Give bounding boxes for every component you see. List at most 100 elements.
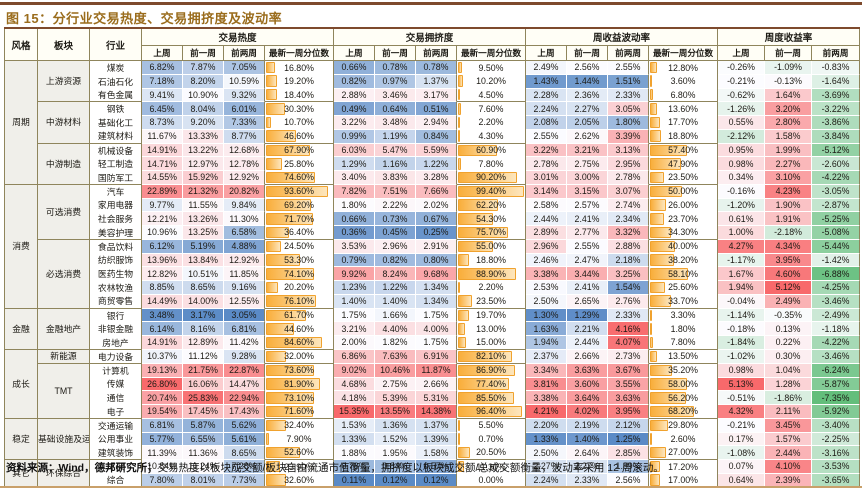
cell-vol: 1.80% <box>607 115 650 130</box>
cell-return: -1.20% <box>717 198 766 213</box>
cell-crowd: 3.48% <box>374 115 417 130</box>
percentile-bar <box>458 405 522 417</box>
cell-heat-percentile: 74.10% <box>264 266 335 281</box>
cell-crowd: 3.40% <box>333 170 376 185</box>
table-row: 其它 环保综合 环保 10.84% 11.24% 7.28% 23.90% 0.78% 0.84… <box>4 459 861 487</box>
cell-crowd-percentile: 99.40% <box>456 183 527 198</box>
percentile-bar <box>266 336 322 348</box>
cell-style: 金融 <box>4 307 38 350</box>
cell-industry: 家用电器 <box>89 198 142 212</box>
cell-industry: 国防军工 <box>89 170 142 185</box>
cell-industry: 公用事业 <box>89 432 142 446</box>
cell-heat: 12.92% <box>223 170 265 185</box>
percentile-bar <box>458 336 467 348</box>
percentile-bar <box>458 171 518 183</box>
table-row: 建筑装饰 11.39% 11.36% 8.65% 52.60% 1.88% 1.95% 1.5… <box>5 445 861 460</box>
cell-return: -3.69% <box>811 88 861 103</box>
cell-vol: 2.62% <box>566 129 609 144</box>
percentile-bar <box>266 226 289 238</box>
cell-industry: 建筑装饰 <box>89 445 142 460</box>
cell-return: -1.26% <box>717 101 766 116</box>
cell-crowd: 0.49% <box>333 101 376 116</box>
cell-vol: 2.95% <box>607 156 650 171</box>
percentile-bar <box>458 199 499 211</box>
group-header-3: 周度收益率 <box>717 27 861 46</box>
cell-heat: 11.42% <box>223 335 265 350</box>
cell-return: 0.55% <box>717 115 766 130</box>
cell-return: 2.80% <box>764 115 813 130</box>
cell-return: -1.42% <box>811 253 861 268</box>
cell-heat: 8.85% <box>141 280 183 295</box>
cell-heat: 8.77% <box>223 129 265 144</box>
cell-heat: 7.28% <box>223 459 265 474</box>
cell-crowd: 7.63% <box>374 348 417 364</box>
cell-vol-percentile: 17.20% <box>648 459 719 474</box>
cell-return: -3.05% <box>811 183 861 199</box>
cell-crowd: 2.66% <box>415 377 458 392</box>
cell-industry: 医药生物 <box>89 266 142 281</box>
cell-vol: 3.63% <box>566 362 609 378</box>
cell-vol: 3.95% <box>607 404 650 419</box>
cell-heat: 14.55% <box>141 170 183 185</box>
percentile-bar <box>266 89 277 101</box>
cell-crowd: 3.17% <box>415 88 458 103</box>
percentile-bar <box>650 199 666 211</box>
cell-crowd: 1.34% <box>415 294 458 309</box>
cell-crowd: 9.02% <box>333 362 376 378</box>
cell-style: 消费 <box>4 183 38 308</box>
percentile-bar <box>458 157 462 170</box>
cell-return: 5.12% <box>764 280 813 295</box>
cell-heat-percentile: 67.90% <box>264 142 335 157</box>
cell-heat-percentile: 71.60% <box>264 404 335 419</box>
cell-heat: 3.48% <box>141 307 183 323</box>
cell-heat: 14.91% <box>141 142 183 158</box>
cell-sector: 基础设施及运营 <box>37 417 90 460</box>
cell-vol: 3.01% <box>525 170 568 185</box>
cell-heat: 15.92% <box>182 170 224 185</box>
percentile-bar <box>458 130 461 142</box>
cell-return: 4.60% <box>764 266 813 281</box>
cell-heat: 21.32% <box>182 183 224 199</box>
cell-return: -5.92% <box>811 404 861 419</box>
cell-heat-percentile: 53.30% <box>264 253 335 267</box>
cell-heat: 12.97% <box>182 156 224 171</box>
cell-heat: 9.77% <box>141 198 183 213</box>
cell-return: 3.10% <box>764 170 813 185</box>
industry-table: 风格 板块 行业 交易热度 交易拥挤度 周收益波动率 周度收益率 上周 前一周 前两周 最新一周分位… <box>4 27 861 488</box>
percentile-bar <box>650 171 664 183</box>
percentile-bar <box>458 226 508 238</box>
cell-return: 1.90% <box>764 198 813 213</box>
cell-vol: 2.64% <box>566 445 609 460</box>
cell-vol: 2.33% <box>566 473 609 488</box>
cell-heat: 11.24% <box>182 459 224 474</box>
cell-vol-percentile: 23.50% <box>648 170 719 185</box>
cell-return: -3.65% <box>811 473 861 488</box>
cell-crowd-percentile: 4.50% <box>456 88 527 102</box>
cell-return: 0.17% <box>717 432 766 447</box>
cell-return: -0.26% <box>717 60 766 75</box>
cell-return: -1.64% <box>811 74 861 89</box>
cell-vol: 2.37% <box>525 348 568 364</box>
cell-crowd: 7.66% <box>415 183 458 199</box>
cell-return: 4.10% <box>764 459 813 474</box>
cell-heat: 6.12% <box>141 238 183 254</box>
cell-heat: 5.87% <box>182 417 224 433</box>
cell-crowd: 0.82% <box>333 74 376 89</box>
percentile-bar <box>458 295 472 307</box>
cell-crowd: 6.91% <box>415 348 458 364</box>
cell-crowd: 4.40% <box>374 321 417 336</box>
cell-return: 0.64% <box>717 473 766 488</box>
cell-heat: 8.04% <box>182 101 224 116</box>
cell-heat: 6.82% <box>141 60 183 75</box>
cell-heat: 12.21% <box>141 211 183 226</box>
cell-vol: 3.15% <box>566 183 609 199</box>
cell-heat-percentile: 24.50% <box>264 238 335 253</box>
cell-crowd-percentile: 2.20% <box>456 280 527 295</box>
cell-return: 4.32% <box>717 404 766 419</box>
cell-crowd: 0.78% <box>415 60 458 75</box>
cell-crowd: 2.00% <box>333 335 376 350</box>
table-row: 必选消费 食品饮料 6.12% 5.19% 4.88% 24.50% 3.53% 2.96% 2… <box>5 238 861 308</box>
table-row: 中游制造 机械设备 14.91% 13.22% 12.68% 67.90% 6.03% 5.4… <box>5 142 861 185</box>
percentile-bar <box>458 391 515 404</box>
cell-heat: 14.47% <box>223 377 265 392</box>
